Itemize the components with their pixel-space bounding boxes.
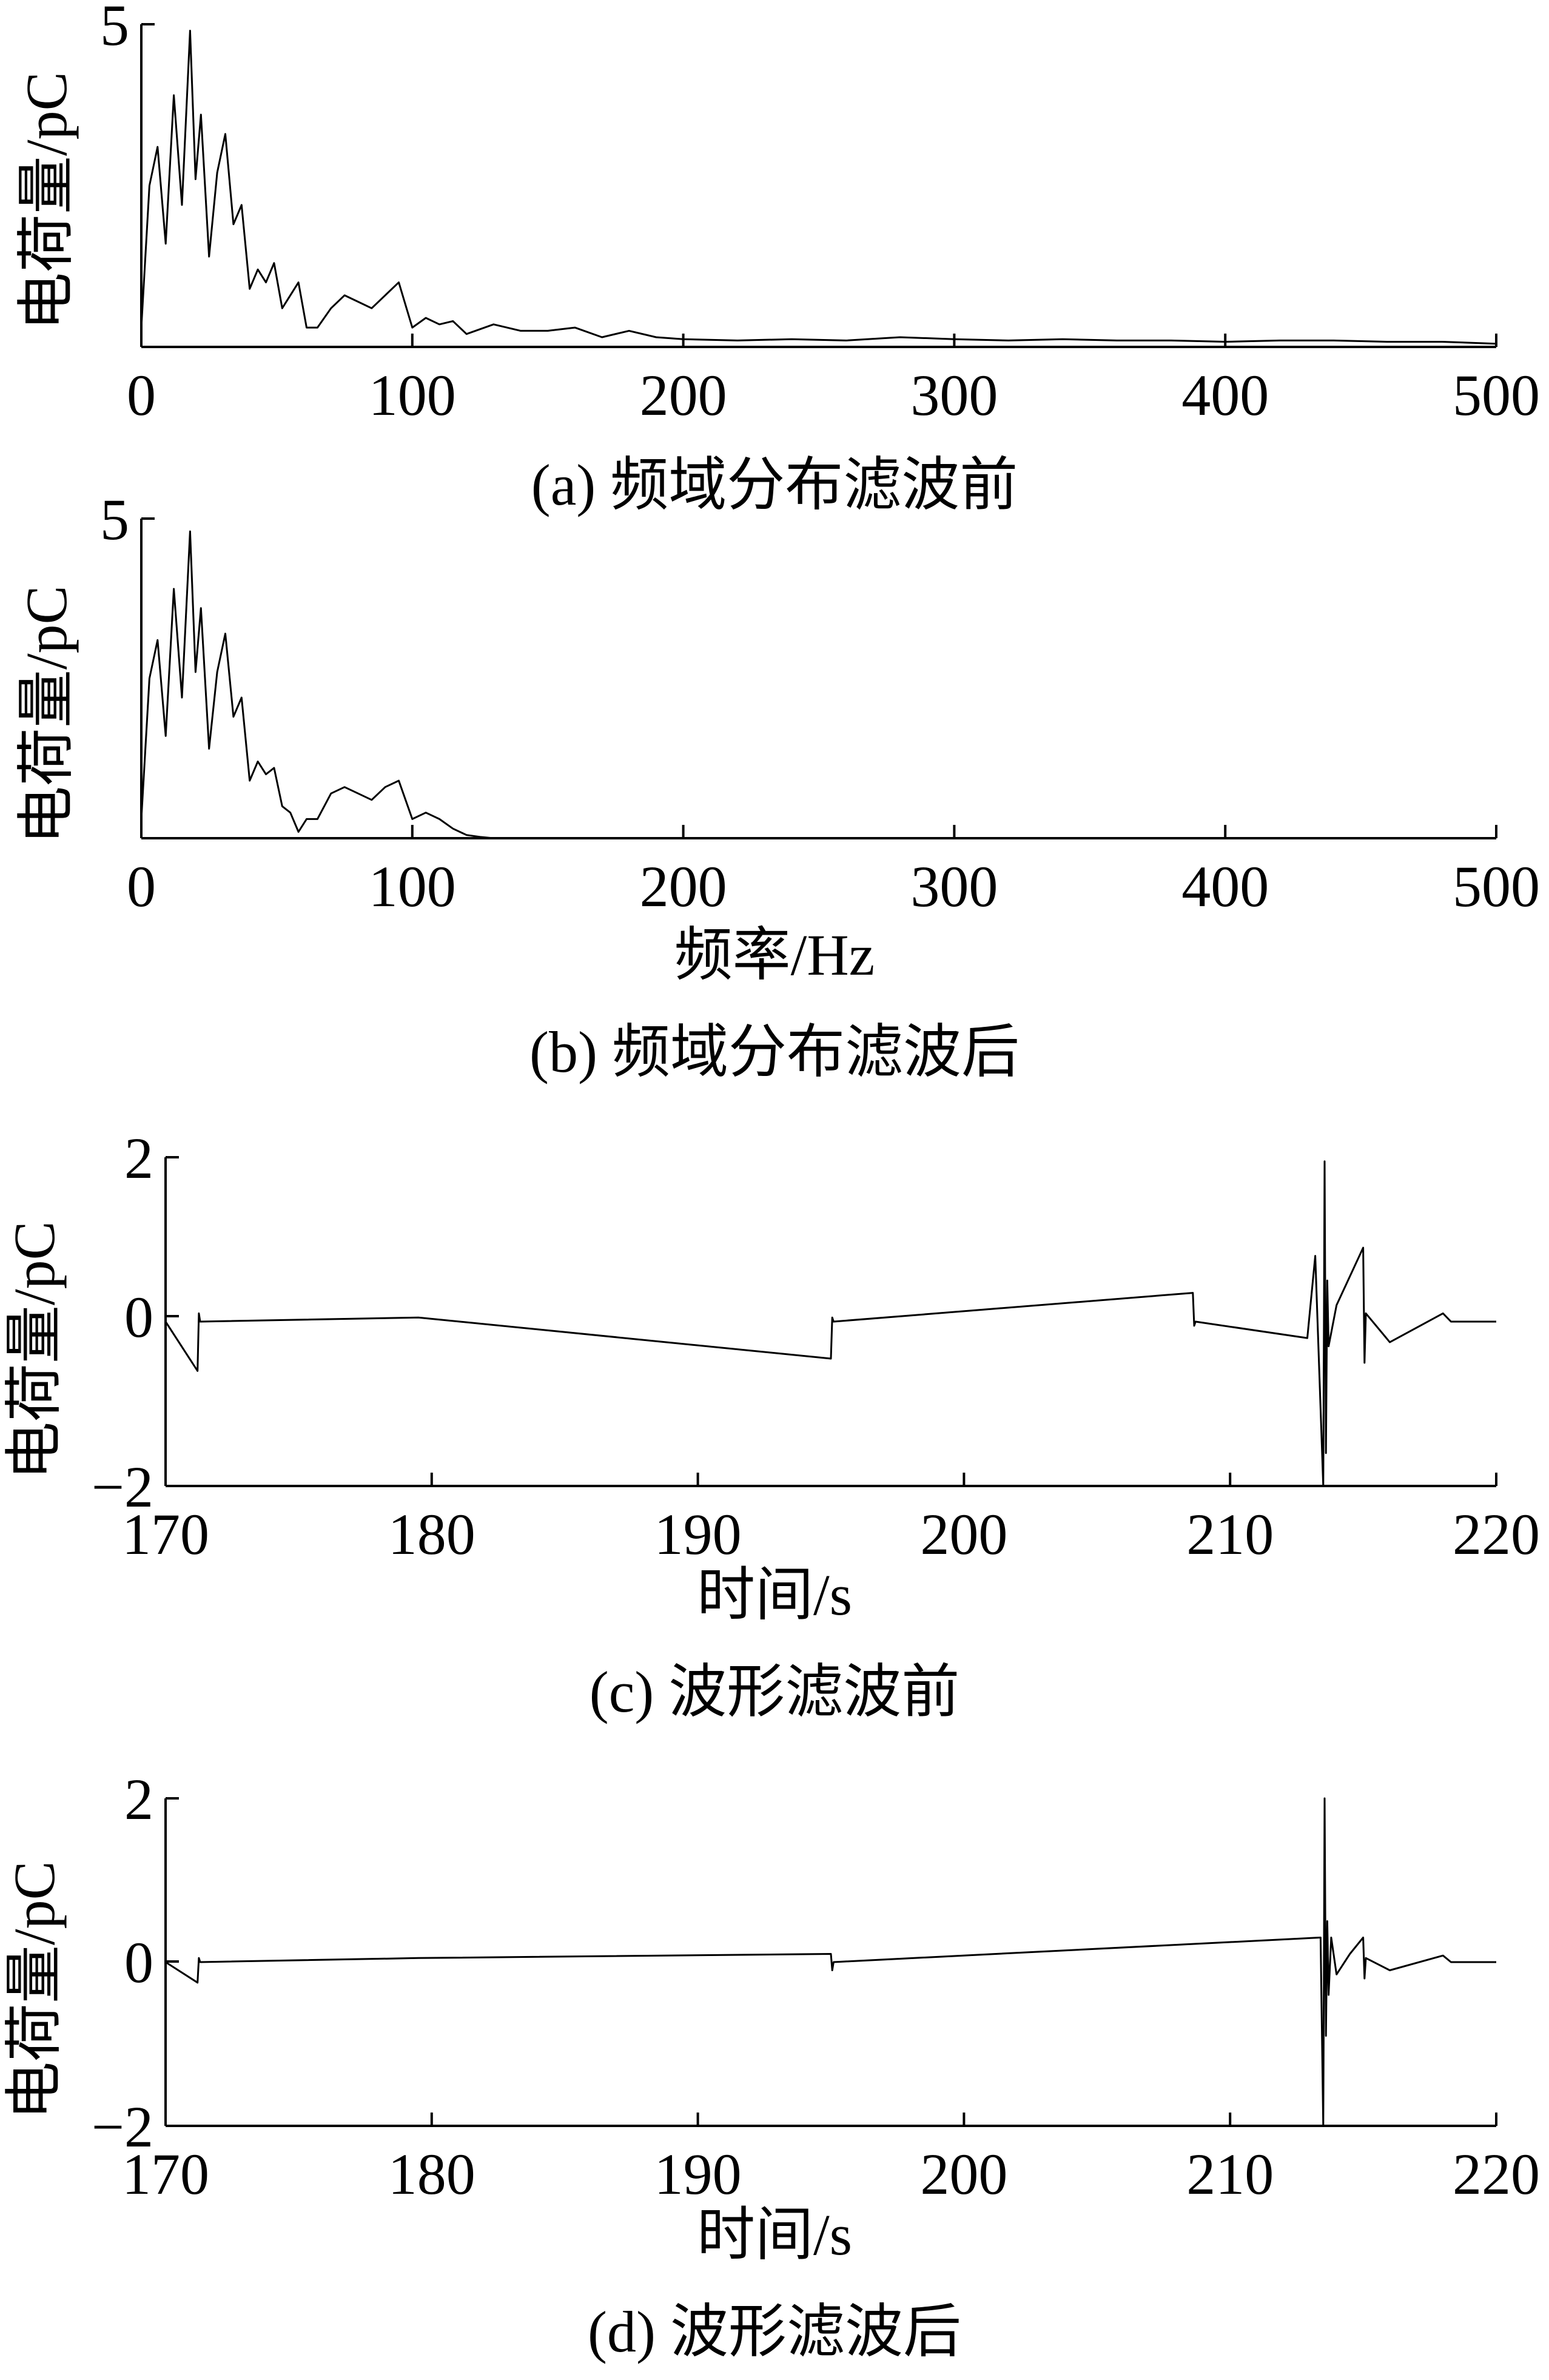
panel-a-caption: (a) 频域分布滤波前 <box>531 452 1018 517</box>
panel-a-series-line <box>140 30 1497 345</box>
panel-d-series-line <box>165 1797 1496 2127</box>
panel-b-x-tick-label: 100 <box>369 854 456 919</box>
panel-b-xlabel: 频率/Hz <box>674 923 875 987</box>
panel-c-caption: (c) 波形滤波前 <box>589 1659 960 1724</box>
panel-c-ylabel: 电荷量/pC <box>2 1221 67 1480</box>
panel-a-y-tick-label: 5 <box>100 0 129 58</box>
panel-b-x-tick-label: 200 <box>640 854 727 919</box>
panel-b-caption: (b) 频域分布滤波后 <box>529 1020 1020 1084</box>
panel-b-x-tick-label: 400 <box>1181 854 1269 919</box>
panel-d-ylabel: 电荷量/pC <box>2 1861 67 2120</box>
panel-a-x-tick-label: 200 <box>640 363 727 428</box>
panel-d-x-tick-label: 180 <box>388 2142 475 2207</box>
panel-c-x-tick-label: 200 <box>920 1502 1007 1567</box>
panel-b-ylabel: 电荷量/pC <box>14 585 79 844</box>
panel-d-xlabel: 时间/s <box>696 2202 853 2267</box>
panel-b-x-tick-label: 0 <box>127 854 156 919</box>
panel-c-y-tick-label: −2 <box>92 1454 153 1519</box>
panel-a-x-tick-label: 300 <box>910 363 998 428</box>
panel-c-xlabel: 时间/s <box>696 1562 853 1627</box>
panel-b-x-tick-label: 300 <box>910 854 998 919</box>
panel-d-x-tick-label: 200 <box>920 2142 1007 2207</box>
panel-a-x-tick-label: 0 <box>127 363 156 428</box>
panel-d-x-tick-label: 210 <box>1186 2142 1274 2207</box>
panel-d-x-tick-label: 170 <box>122 2142 209 2207</box>
panel-c-x-tick-label: 180 <box>388 1502 475 1567</box>
panel-b-x-tick-label: 500 <box>1453 854 1540 919</box>
panel-d-caption: (d) 波形滤波后 <box>588 2299 961 2364</box>
panel-c-y-tick-label: 2 <box>124 1126 153 1191</box>
panel-a-ylabel: 电荷量/pC <box>14 72 79 331</box>
panel-c-y-tick-label: 0 <box>124 1285 153 1350</box>
panel-a-x-tick-label: 400 <box>1181 363 1269 428</box>
panel-d-y-tick-label: 0 <box>124 1930 153 1995</box>
panel-d-y-tick-label: 2 <box>124 1767 153 1832</box>
panel-c-x-tick-label: 170 <box>122 1502 209 1567</box>
panel-c-x-tick-label: 220 <box>1453 1502 1540 1567</box>
panel-c-x-tick-label: 190 <box>654 1502 742 1567</box>
panel-d-x-tick-label: 190 <box>654 2142 742 2207</box>
panel-d-x-tick-label: 220 <box>1453 2142 1540 2207</box>
panel-a-x-tick-label: 500 <box>1453 363 1540 428</box>
panel-a-x-tick-label: 100 <box>369 363 456 428</box>
panel-d-y-tick-label: −2 <box>92 2094 153 2159</box>
panel-b-series-line <box>140 530 1496 839</box>
panel-b-y-tick-label: 5 <box>100 487 129 552</box>
panel-c-x-tick-label: 210 <box>1186 1502 1274 1567</box>
panel-c-series-line <box>164 1160 1496 1487</box>
